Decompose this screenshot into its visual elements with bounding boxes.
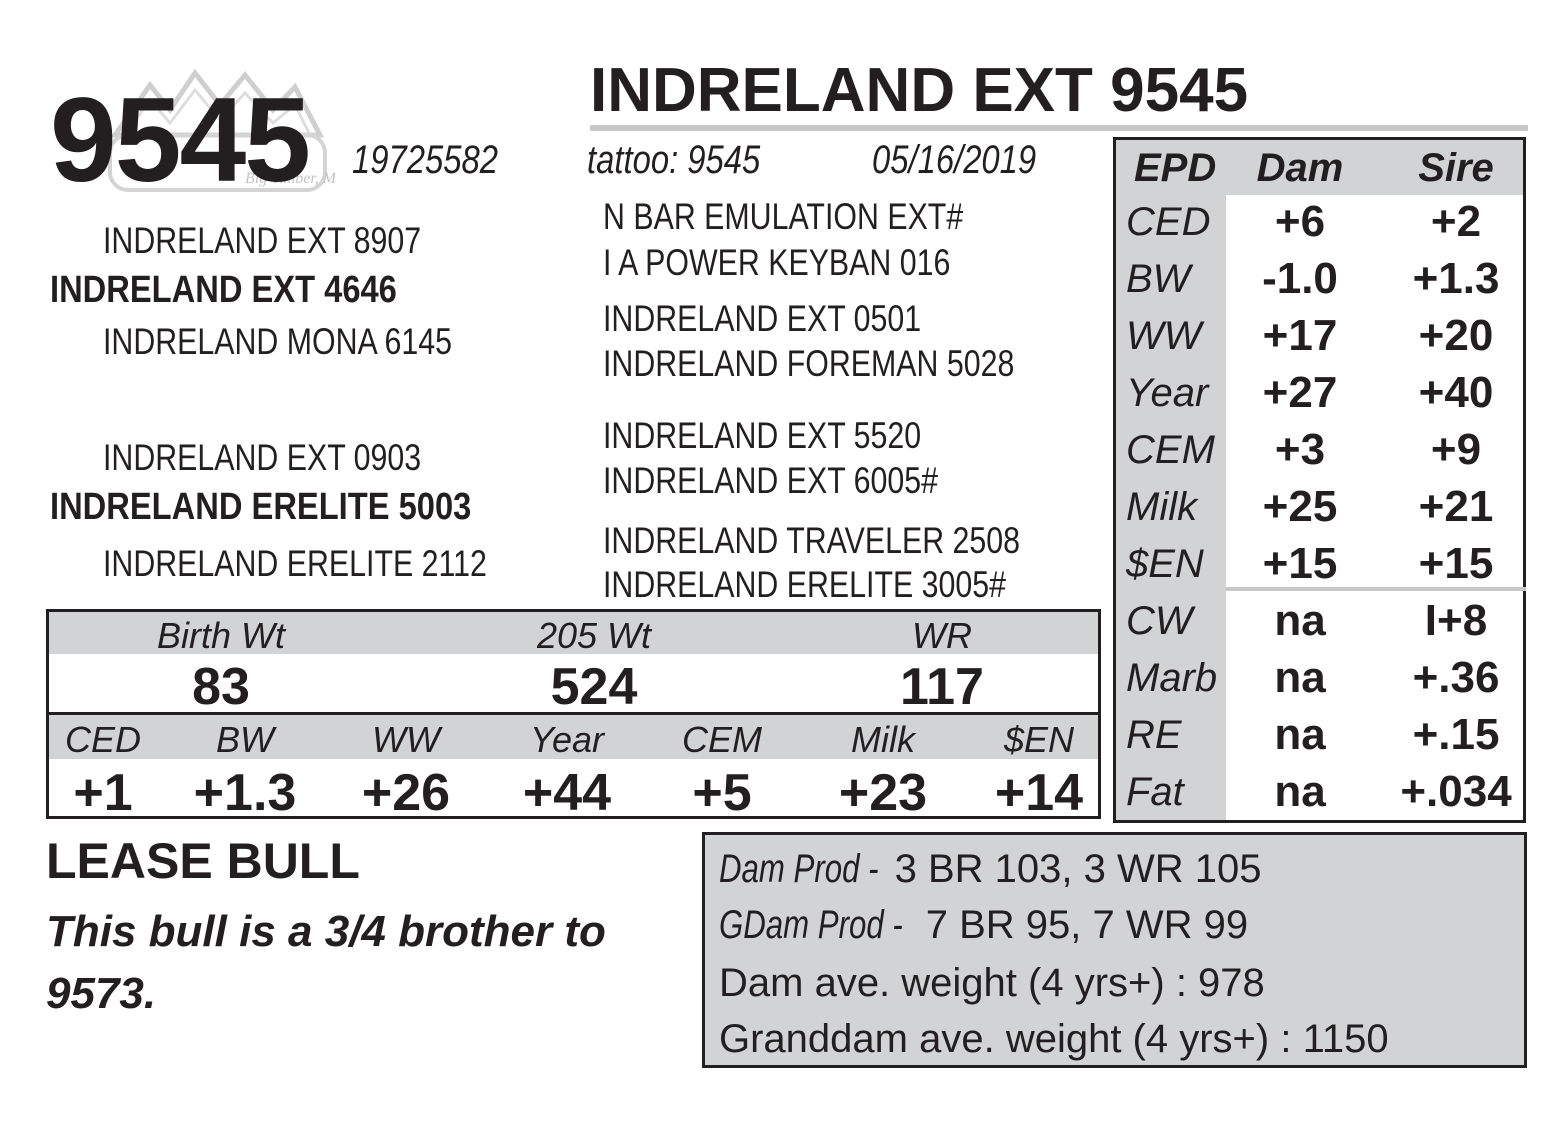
pedigree-sire-dam-sire: INDRELAND EXT 0501 (603, 298, 922, 339)
epd-table-header-epd: EPD (1134, 146, 1217, 190)
epd-ced-value: +1 (73, 764, 133, 822)
epd-row-label: Year (1126, 371, 1209, 415)
epd-ced-header: CED (64, 719, 142, 760)
epd-label-column (1116, 140, 1226, 820)
epd-row-sire-value: +1.3 (1412, 254, 1500, 303)
epd-row-dam-value: na (1274, 710, 1326, 759)
dam-average-weight: Dam ave. weight (4 yrs+) : 978 (719, 961, 1265, 1005)
epd-en-value: +14 (994, 764, 1084, 822)
performance-box: Birth Wt 205 Wt WR 83 524 117 CED BW WW … (46, 609, 1101, 819)
epd-row-dam-value: na (1274, 653, 1326, 702)
pedigree-dam-dam-dam: INDRELAND ERELITE 3005# (603, 564, 1007, 605)
epd-row-dam-value: na (1274, 767, 1326, 816)
note-line-1: This bull is a 3/4 brother to (46, 907, 606, 956)
wr-value: 117 (900, 658, 984, 716)
epd-row-sire-value: +9 (1430, 425, 1482, 474)
epd-row-dam-value: +27 (1262, 368, 1338, 417)
epd-row-dam-value: -1.0 (1262, 254, 1338, 303)
epd-milk-value: +23 (838, 764, 928, 822)
epd-table-separator (1226, 587, 1526, 591)
birth-date: 05/16/2019 (872, 138, 1037, 182)
epd-row-sire-value: +15 (1418, 539, 1494, 588)
title-rule (590, 125, 1528, 131)
ranch-mountain-logo: Big Timber, MT (108, 68, 335, 192)
pedigree-dam-dam-sire: INDRELAND TRAVELER 2508 (603, 520, 1021, 561)
gdam-prod-line: GDam Prod - 7 BR 95, 7 WR 99 (719, 905, 1248, 945)
epd-row-dam-value: na (1274, 596, 1326, 645)
epd-year-value: +44 (522, 764, 612, 822)
birth-wt-header: Birth Wt (156, 615, 286, 656)
production-box: Dam Prod - 3 BR 103, 3 WR 105 GDam Prod … (702, 832, 1527, 1068)
epd-ww-value: +26 (361, 764, 451, 822)
epd-bw-header: BW (216, 719, 274, 760)
logo-text: Big Timber, MT (245, 170, 335, 187)
tattoo: tattoo: 9545 (587, 138, 761, 182)
dam-prod-line: Dam Prod - 3 BR 103, 3 WR 105 (719, 849, 1261, 889)
dam-prod-label: Dam Prod - (719, 847, 879, 891)
pedigree-dam-sire: INDRELAND EXT 0903 (103, 437, 422, 478)
pedigree-dam-sire-sire: INDRELAND EXT 5520 (603, 415, 922, 456)
pedigree-dam: INDRELAND ERELITE 5003 (50, 486, 472, 528)
epd-table-header-dam: Dam (1256, 146, 1344, 190)
lot-number: 9545 (50, 73, 311, 207)
pedigree-sire-sire-sire: N BAR EMULATION EXT# (603, 196, 964, 237)
registration-number: 19725582 (352, 138, 498, 182)
epd-row-dam-value: +17 (1262, 311, 1338, 360)
pedigree-sire-sire-dam: I A POWER KEYBAN 016 (603, 242, 951, 283)
epd-row-sire-value: +40 (1418, 368, 1494, 417)
epd-row-dam-value: +6 (1274, 197, 1326, 246)
epd-row-label: RE (1126, 713, 1182, 757)
epd-row-label: Milk (1126, 485, 1198, 529)
epd-dam-sire-table: EPD Dam Sire CED +6 +2 BW -1.0 +1.3 WW +17 +20 Ye… (1113, 137, 1526, 823)
pedigree-sire-dam: INDRELAND MONA 6145 (103, 321, 453, 362)
epd-table-header-band (1116, 140, 1523, 195)
epd-row-label: CW (1126, 599, 1193, 643)
birth-wt-value: 83 (192, 658, 250, 716)
epd-milk-header: Milk (851, 719, 915, 760)
epd-en-header: $EN (1003, 719, 1075, 760)
epd-ww-header: WW (372, 719, 440, 760)
epd-table-header-sire: Sire (1418, 146, 1494, 190)
epd-bw-value: +1.3 (193, 764, 297, 822)
animal-title: INDRELAND EXT 9545 (590, 56, 1249, 125)
pedigree-sire-dam-dam: INDRELAND FOREMAN 5028 (603, 343, 1015, 384)
epd-row-sire-value: +2 (1430, 197, 1482, 246)
note-line-2: 9573. (46, 969, 157, 1018)
epd-row-label: CED (1126, 200, 1211, 244)
epd-cem-header: CEM (682, 719, 762, 760)
epd-row-sire-value: +20 (1418, 311, 1494, 360)
epd-row-label: Fat (1126, 770, 1184, 814)
lease-label: LEASE BULL (46, 833, 360, 889)
epd-cem-value: +5 (692, 764, 752, 822)
epd-row-label: CEM (1126, 428, 1215, 472)
pedigree-sire-sire: INDRELAND EXT 8907 (103, 220, 422, 261)
205-wt-value: 524 (550, 658, 638, 716)
gdam-prod-label: GDam Prod - (719, 903, 903, 947)
weights-divider (49, 712, 1098, 715)
epd-row-dam-value: +25 (1262, 482, 1338, 531)
epd-row-label: $EN (1126, 542, 1204, 586)
pedigree-dam-dam: INDRELAND ERELITE 2112 (103, 543, 487, 584)
epd-header-band (49, 715, 1098, 759)
pedigree-sire: INDRELAND EXT 4646 (50, 269, 397, 311)
wr-header: WR (912, 615, 972, 656)
epd-row-dam-value: +15 (1262, 539, 1338, 588)
dam-prod-value: 3 BR 103, 3 WR 105 (894, 847, 1262, 891)
epd-row-label: BW (1126, 257, 1191, 301)
epd-row-label: WW (1126, 314, 1202, 358)
epd-row-sire-value: +.15 (1412, 710, 1500, 759)
epd-row-sire-value: +.034 (1400, 767, 1512, 816)
pedigree-dam-sire-dam: INDRELAND EXT 6005# (603, 460, 939, 501)
granddam-average-weight: Granddam ave. weight (4 yrs+) : 1150 (719, 1017, 1389, 1061)
epd-row-sire-value: I+8 (1424, 596, 1488, 645)
weights-header-band (49, 612, 1098, 654)
epd-row-dam-value: +3 (1274, 425, 1326, 474)
205-wt-header: 205 Wt (536, 615, 652, 656)
gdam-prod-value: 7 BR 95, 7 WR 99 (925, 903, 1249, 947)
epd-row-sire-value: +.36 (1412, 653, 1500, 702)
epd-row-label: Marb (1126, 656, 1218, 700)
epd-year-header: Year (529, 719, 605, 760)
epd-row-sire-value: +21 (1418, 482, 1494, 531)
